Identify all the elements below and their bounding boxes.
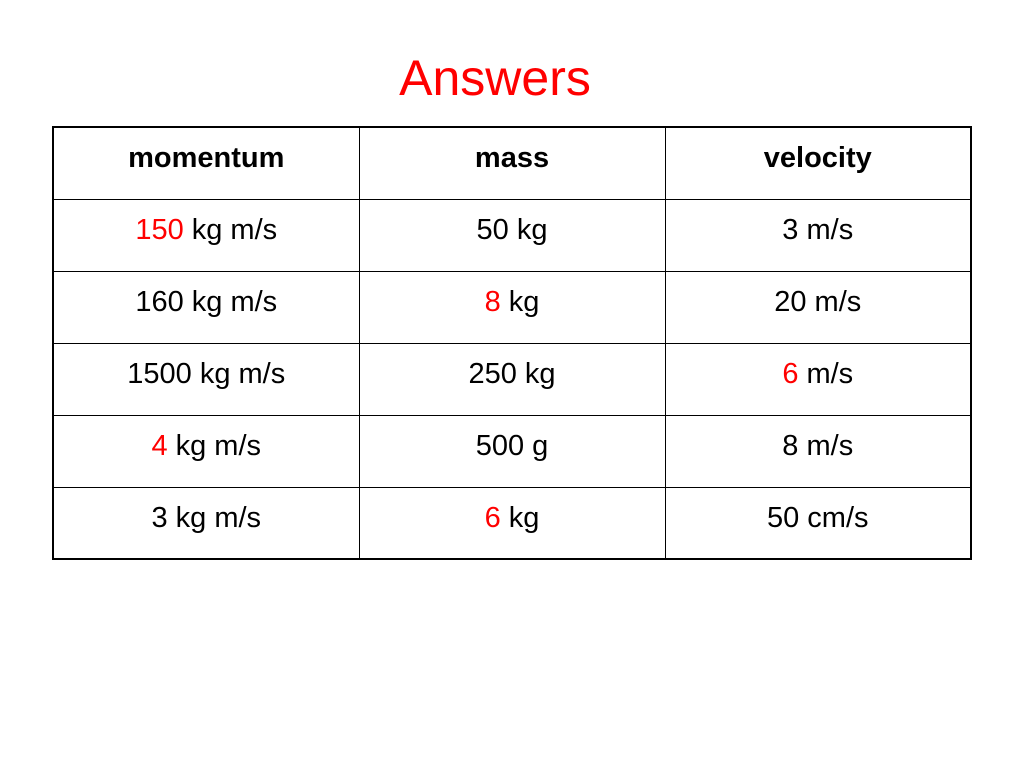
answer-value: 8 <box>484 285 501 318</box>
unit: kg m/s <box>191 213 278 246</box>
table-cell: 4 kg m/s <box>52 414 360 488</box>
table-row: 3 kg m/s 6 kg 50 cm/s <box>52 486 972 560</box>
table-cell: 3 m/s <box>664 198 972 272</box>
table-cell: 50 kg <box>358 198 666 272</box>
table-cell: 8 kg <box>358 270 666 344</box>
unit: kg <box>508 501 540 534</box>
table-cell: 20 m/s <box>664 270 972 344</box>
table-row: 160 kg m/s 8 kg 20 m/s <box>52 270 972 344</box>
header-cell: momentum <box>52 126 360 200</box>
answer-table: momentum mass velocity 150 kg m/s 50 kg 3 m/s 1… <box>52 126 972 560</box>
table-cell: 50 cm/s <box>664 486 972 560</box>
answer-value: 4 <box>151 429 168 462</box>
answer-value: 6 <box>484 501 501 534</box>
table-cell: 6 kg <box>358 486 666 560</box>
table-cell: 6 m/s <box>664 342 972 416</box>
slide-title: Answers <box>399 50 591 106</box>
unit: m/s <box>806 357 854 390</box>
table-cell: 3 kg m/s <box>52 486 360 560</box>
table-cell: 8 m/s <box>664 414 972 488</box>
header-row: momentum mass velocity <box>52 126 972 200</box>
header-cell: mass <box>358 126 666 200</box>
unit: kg <box>508 285 540 318</box>
table-row: 1500 kg m/s 250 kg 6 m/s <box>52 342 972 416</box>
table-cell: 150 kg m/s <box>52 198 360 272</box>
table-cell: 250 kg <box>358 342 666 416</box>
unit: kg m/s <box>175 429 262 462</box>
table-cell: 1500 kg m/s <box>52 342 360 416</box>
answer-value: 150 <box>135 213 184 246</box>
table-cell: 500 g <box>358 414 666 488</box>
table-cell: 160 kg m/s <box>52 270 360 344</box>
header-cell: velocity <box>664 126 972 200</box>
answer-value: 6 <box>782 357 799 390</box>
table-row: 150 kg m/s 50 kg 3 m/s <box>52 198 972 272</box>
